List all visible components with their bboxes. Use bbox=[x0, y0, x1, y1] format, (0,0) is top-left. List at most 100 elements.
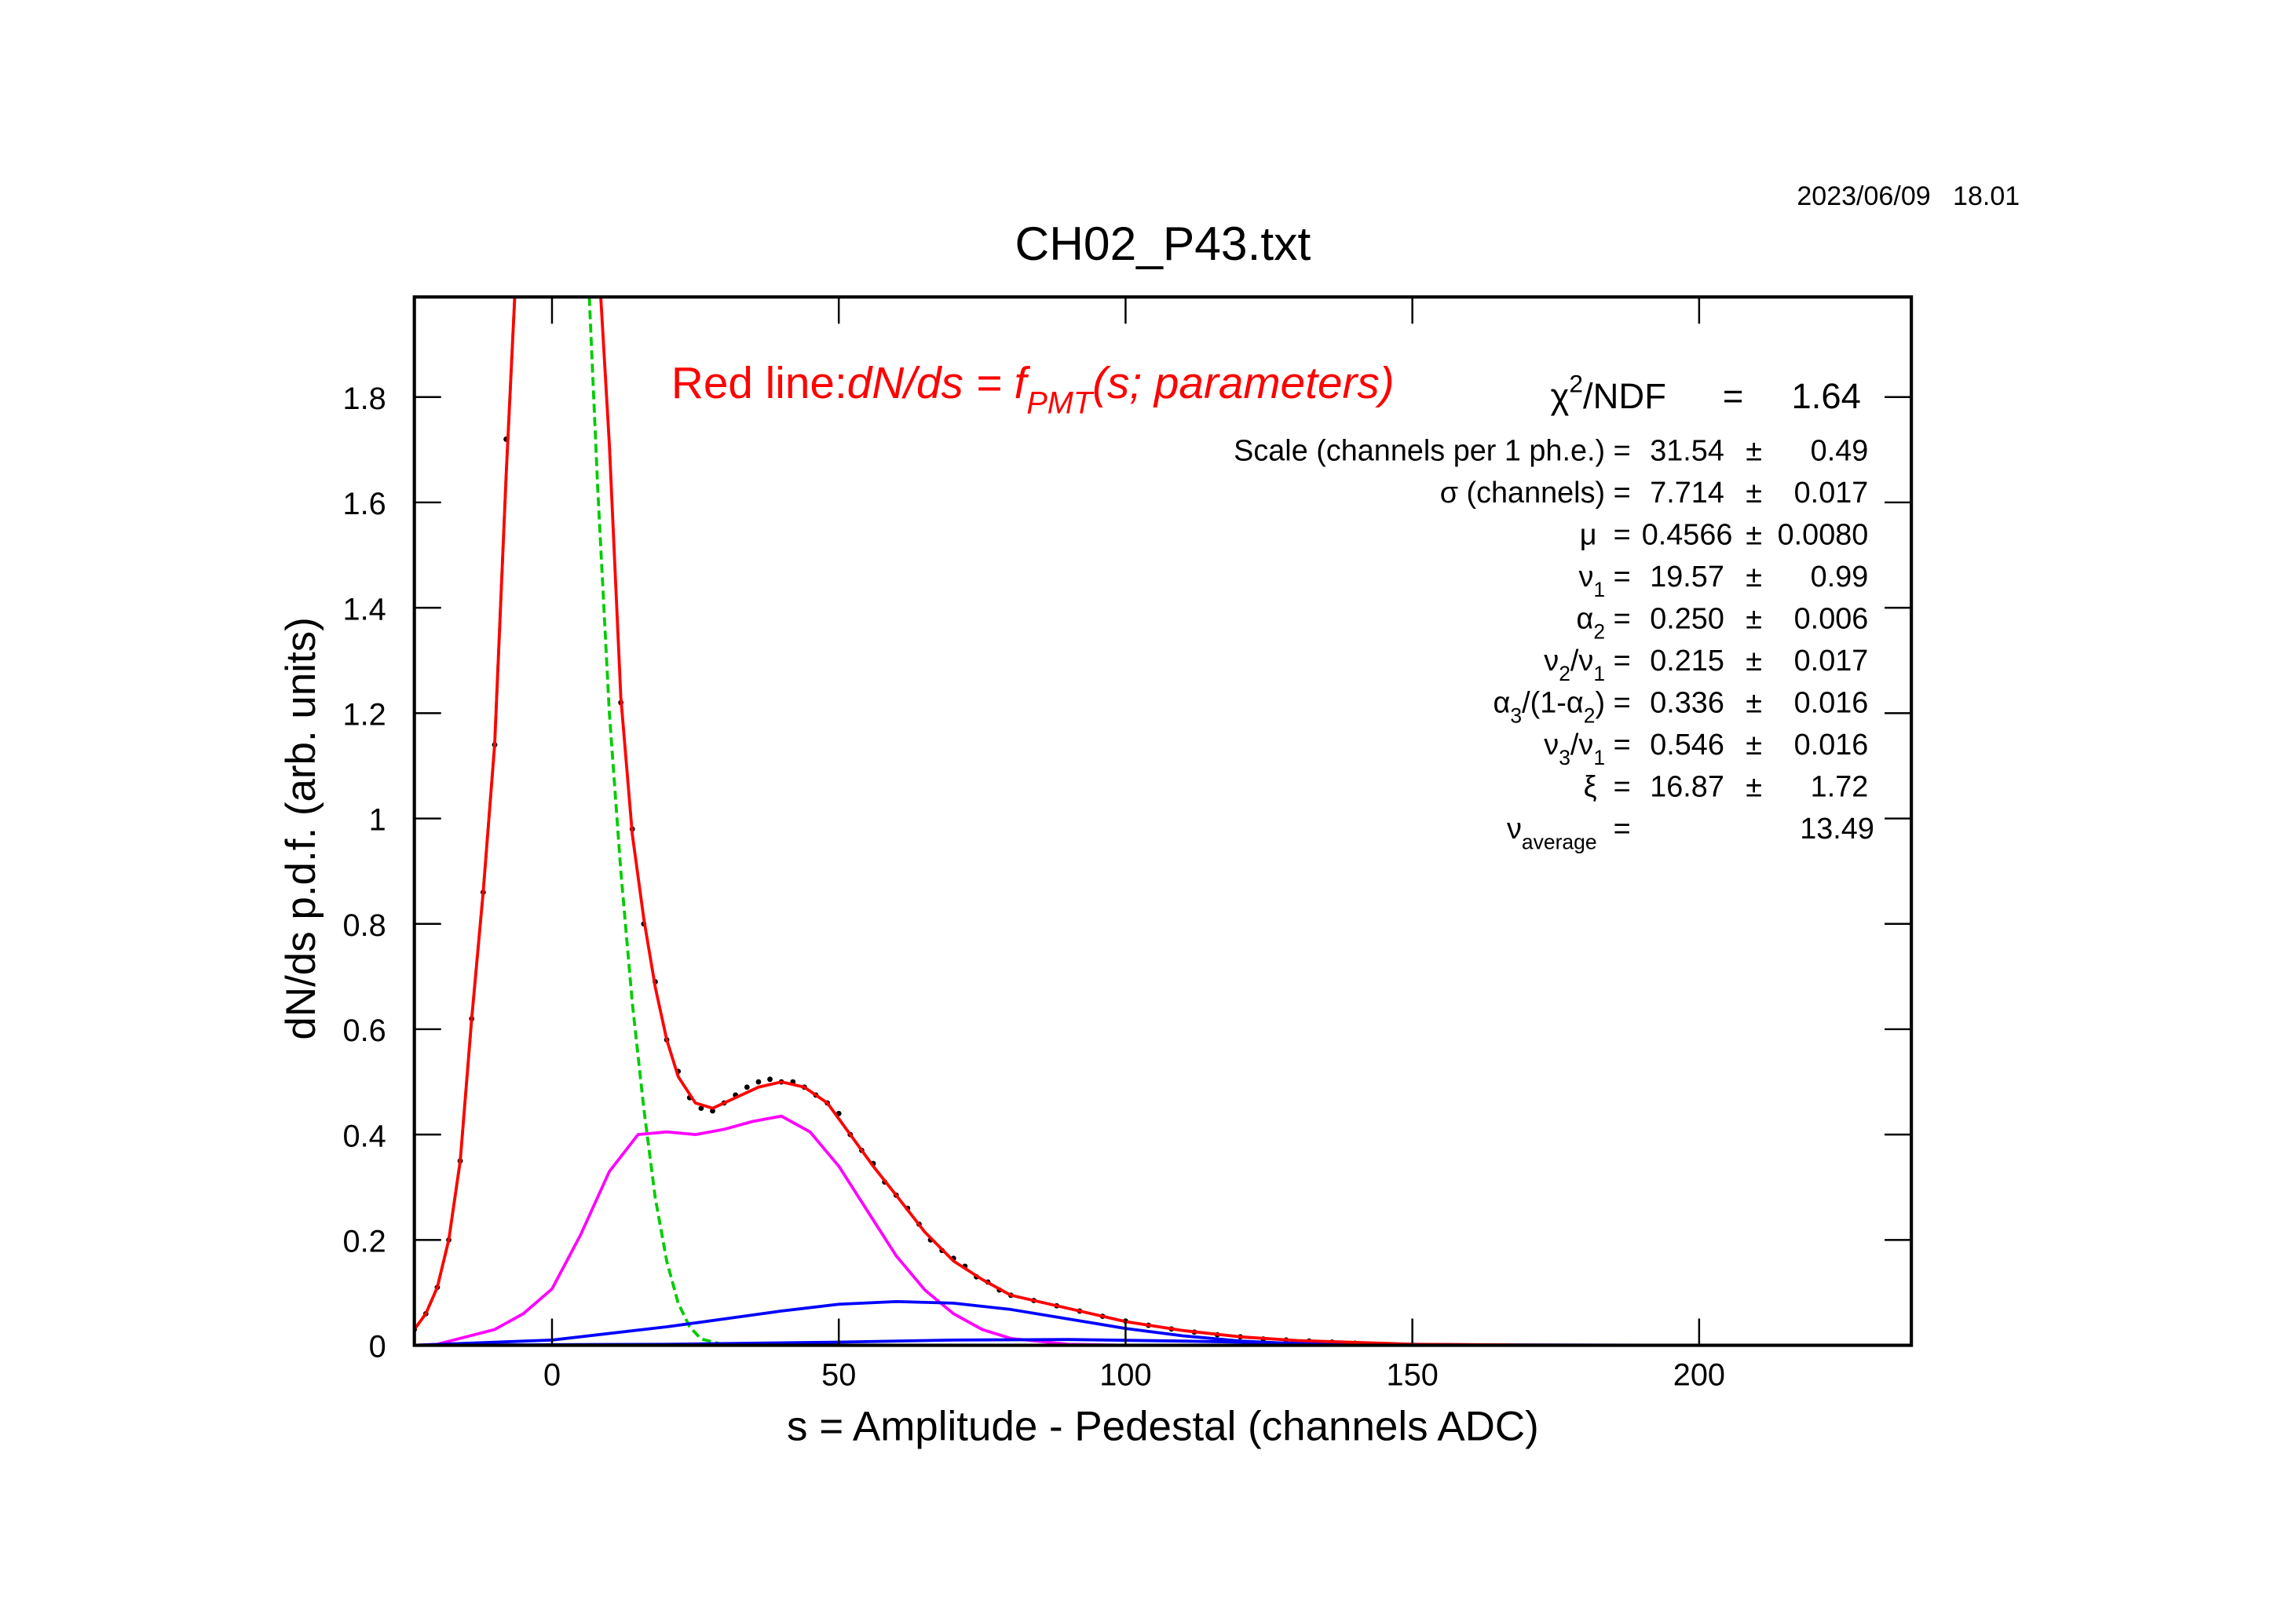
plus-minus: ± bbox=[1746, 645, 1762, 678]
fit-error: 0.016 bbox=[1794, 686, 1869, 719]
y-tick-label: 0.8 bbox=[343, 908, 386, 943]
text-segment: μ = bbox=[1580, 518, 1631, 551]
chi2-label: χ2/NDF bbox=[1551, 370, 1666, 416]
data-point bbox=[698, 1105, 704, 1112]
text-segment: ν bbox=[1507, 813, 1522, 846]
fit-label: ν3/ν1 = bbox=[1544, 729, 1630, 769]
fit-curve bbox=[414, 297, 1912, 1346]
fit-error: 0.99 bbox=[1811, 561, 1869, 594]
text-segment: = bbox=[1605, 729, 1631, 762]
annotation: Red line:dN/ds = fPMT(s; parameters) bbox=[671, 359, 1395, 421]
y-tick-label: 1.4 bbox=[343, 592, 386, 627]
y-tick-label: 0.2 bbox=[343, 1224, 386, 1259]
text-segment: = bbox=[1605, 645, 1631, 678]
fit-label: ν2/ν1 = bbox=[1544, 645, 1630, 685]
fit-value: 0.336 bbox=[1650, 686, 1724, 719]
text-segment: = bbox=[1605, 561, 1631, 594]
fit-value: 0.250 bbox=[1650, 602, 1724, 635]
y-tick-label: 0 bbox=[369, 1330, 386, 1364]
text-segment: 1 bbox=[1593, 746, 1605, 769]
fit-label: Scale (channels per 1 ph.e.) = bbox=[1234, 434, 1631, 467]
plus-minus: ± bbox=[1746, 771, 1762, 804]
fit-label: α2 = bbox=[1576, 602, 1630, 643]
data-point bbox=[755, 1079, 762, 1085]
fit-label: σ (channels) = bbox=[1440, 477, 1631, 510]
fit-value: 13.49 bbox=[1800, 813, 1874, 846]
fit-error: 1.72 bbox=[1811, 771, 1869, 804]
fit-value: 0.215 bbox=[1650, 645, 1724, 678]
fit-value: 16.87 bbox=[1650, 771, 1724, 804]
fit-label: ν1 = bbox=[1578, 561, 1630, 601]
text-segment: σ (channels) = bbox=[1440, 477, 1631, 510]
text-segment: ν bbox=[1578, 561, 1593, 594]
text-segment: Red line: bbox=[671, 359, 847, 408]
fit-error: 0.006 bbox=[1794, 602, 1869, 635]
date: 2023/06/09 18.01 bbox=[1797, 181, 2020, 211]
chart-title: CH02_P43.txt bbox=[1015, 217, 1311, 270]
text-segment: α bbox=[1576, 602, 1593, 635]
text-segment: ξ = bbox=[1584, 771, 1631, 804]
text-segment: /(1-α bbox=[1522, 686, 1584, 719]
y-axis-label: dN/ds p.d.f. (arb. units) bbox=[278, 617, 324, 1039]
text-segment: 1 bbox=[1593, 578, 1605, 601]
chi2-equals: = bbox=[1723, 376, 1744, 416]
plus-minus: ± bbox=[1746, 477, 1762, 510]
fit-curve bbox=[414, 1114, 1912, 1346]
fit-error: 0.017 bbox=[1794, 477, 1869, 510]
fit-value: 19.57 bbox=[1650, 561, 1724, 594]
text-segment: /ν bbox=[1570, 729, 1593, 762]
text-segment: 1 bbox=[1593, 662, 1605, 685]
text-segment: 2 bbox=[1593, 620, 1605, 644]
text-segment: /NDF bbox=[1583, 376, 1666, 416]
text-segment: ν bbox=[1544, 645, 1559, 678]
text-segment: 3 bbox=[1559, 746, 1570, 769]
text-segment: ν bbox=[1544, 729, 1559, 762]
text-segment: = bbox=[1605, 602, 1631, 635]
y-tick-label: 0.6 bbox=[343, 1014, 386, 1048]
fit-error: 0.016 bbox=[1794, 729, 1869, 762]
fit-curve bbox=[414, 1299, 1912, 1346]
text-segment: /ν bbox=[1570, 645, 1593, 678]
x-tick-label: 200 bbox=[1673, 1358, 1725, 1393]
text-segment: dN/ds = f bbox=[847, 359, 1031, 408]
x-tick-label: 50 bbox=[821, 1358, 856, 1393]
text-segment: = bbox=[1597, 813, 1631, 846]
fit-error: 0.49 bbox=[1811, 434, 1869, 467]
text-segment: 2 bbox=[1559, 662, 1570, 685]
text-segment: χ bbox=[1551, 376, 1570, 416]
text-segment: 2 bbox=[1584, 704, 1596, 728]
text-segment: 3 bbox=[1510, 704, 1522, 728]
frame bbox=[412, 295, 1914, 1347]
plus-minus: ± bbox=[1746, 518, 1762, 551]
data-point bbox=[767, 1076, 773, 1083]
x-tick-label: 0 bbox=[543, 1358, 561, 1393]
plus-minus: ± bbox=[1746, 561, 1762, 594]
text-segment: Scale (channels per 1 ph.e.) = bbox=[1234, 434, 1631, 467]
text-segment: average bbox=[1522, 830, 1597, 853]
y-tick-label: 1 bbox=[369, 803, 386, 838]
chi2-value: 1.64 bbox=[1792, 376, 1861, 416]
fit-label: μ = bbox=[1580, 518, 1631, 551]
y-tick-label: 1.8 bbox=[343, 382, 386, 416]
fit-label: νaverage = bbox=[1507, 813, 1631, 853]
text-segment: (s; parameters) bbox=[1092, 359, 1395, 408]
fit-value: 0.546 bbox=[1650, 729, 1724, 762]
text-segment: α bbox=[1493, 686, 1511, 719]
data-point bbox=[710, 1108, 715, 1114]
text-segment: 2 bbox=[1569, 370, 1583, 398]
plus-minus: ± bbox=[1746, 434, 1762, 467]
fit-value: 31.54 bbox=[1650, 434, 1724, 467]
fit-error: 0.0080 bbox=[1778, 518, 1869, 551]
y-tick-label: 0.4 bbox=[343, 1119, 386, 1153]
text-segment: PMT bbox=[1026, 386, 1095, 421]
plus-minus: ± bbox=[1746, 729, 1762, 762]
fit-value: 0.4566 bbox=[1642, 518, 1733, 551]
x-tick-label: 100 bbox=[1099, 1358, 1151, 1393]
plus-minus: ± bbox=[1746, 686, 1762, 719]
fit-value: 7.714 bbox=[1650, 477, 1724, 510]
x-tick-label: 150 bbox=[1387, 1358, 1439, 1393]
plus-minus: ± bbox=[1746, 602, 1762, 635]
y-tick-label: 1.6 bbox=[343, 487, 386, 521]
y-tick-label: 1.2 bbox=[343, 697, 386, 732]
